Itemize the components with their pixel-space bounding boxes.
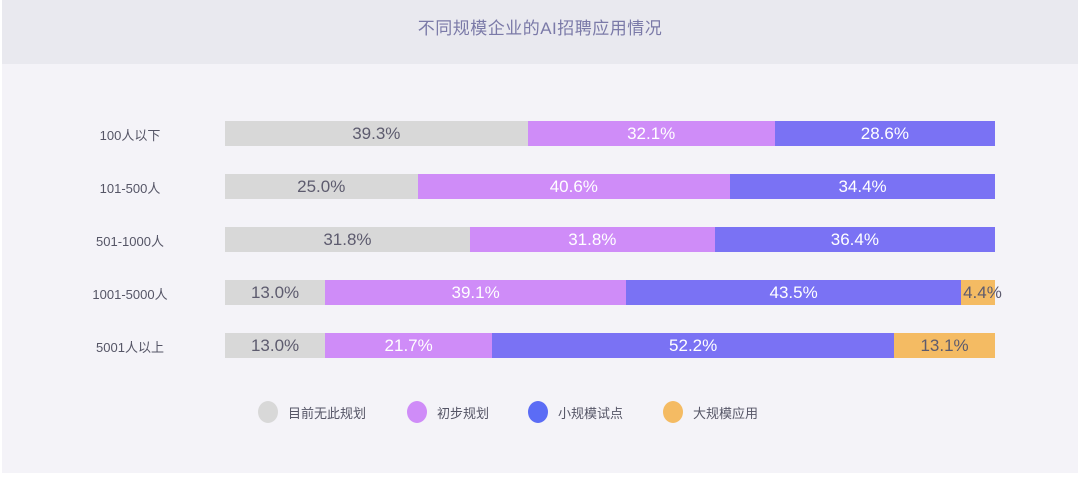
- segment-value-label: 21.7%: [384, 336, 433, 355]
- row-label: 1001-5000人: [92, 287, 168, 302]
- segment-value-label: 40.6%: [549, 177, 598, 196]
- legend-item-initial-plan[interactable]: 初步规划: [407, 400, 489, 424]
- segment-value-label: 43.5%: [769, 283, 818, 302]
- segment-value-label: 25.0%: [297, 177, 346, 196]
- segment-value-label: 31.8%: [323, 230, 372, 249]
- legend: 目前无此规划 初步规划 小规模试点 大规模应用: [0, 400, 1080, 424]
- segment-value-label: 36.4%: [830, 230, 879, 249]
- bar-segment[interactable]: 34.4%: [730, 174, 995, 199]
- bar-segment[interactable]: 43.5%: [626, 280, 962, 305]
- bar-segment[interactable]: 32.1%: [527, 121, 775, 146]
- stacked-bar: 31.8% 31.8% 36.4%: [225, 227, 995, 252]
- row-label: 101-500人: [99, 181, 161, 196]
- legend-item-large-scale[interactable]: 大规模应用: [663, 400, 758, 424]
- bar-segment[interactable]: 28.6%: [774, 121, 995, 146]
- bar-segment[interactable]: 25.0%: [225, 174, 418, 199]
- segment-value-label: 52.2%: [669, 336, 718, 355]
- segment-value-label: 13.1%: [920, 336, 969, 355]
- legend-item-small-pilot[interactable]: 小规模试点: [528, 400, 623, 424]
- legend-label: 目前无此规划: [288, 405, 367, 421]
- legend-label: 小规模试点: [558, 405, 624, 421]
- chart-header: 不同规模企业的AI招聘应用情况: [2, 0, 1078, 64]
- legend-dot-icon: [258, 401, 278, 423]
- segment-value-label: 28.6%: [860, 124, 909, 143]
- legend-item-no-plan[interactable]: 目前无此规划: [258, 400, 366, 424]
- bar-segment[interactable]: 21.7%: [325, 333, 493, 358]
- bar-segment[interactable]: 13.1%: [894, 333, 995, 358]
- stacked-bar: 13.0% 21.7% 52.2% 13.1%: [225, 333, 995, 358]
- bar-segment[interactable]: 39.1%: [325, 280, 627, 305]
- bar-segment[interactable]: 52.2%: [492, 333, 895, 358]
- legend-label: 初步规划: [437, 405, 490, 421]
- legend-dot-icon: [407, 401, 427, 423]
- bar-segment[interactable]: 36.4%: [714, 227, 995, 252]
- segment-value-label: 13.0%: [250, 336, 300, 355]
- segment-value-label: 13.0%: [250, 283, 300, 302]
- segment-value-label: 4.4%: [963, 283, 1002, 302]
- bar-segment[interactable]: 4.4%: [961, 280, 1002, 305]
- bar-segment[interactable]: 13.0%: [225, 280, 326, 305]
- stacked-bar: 25.0% 40.6% 34.4%: [225, 174, 995, 199]
- legend-dot-icon: [528, 401, 548, 423]
- segment-value-label: 34.4%: [838, 177, 887, 196]
- segment-value-label: 39.1%: [451, 283, 500, 302]
- chart-title: 不同规模企业的AI招聘应用情况: [417, 19, 663, 38]
- bar-segment[interactable]: 39.3%: [225, 121, 528, 146]
- bar-segment[interactable]: 13.0%: [225, 333, 326, 358]
- segment-value-label: 31.8%: [568, 230, 617, 249]
- row-label: 5001人以上: [96, 340, 164, 355]
- stacked-bar: 13.0% 39.1% 43.5% 4.4%: [225, 280, 1002, 305]
- bar-segment[interactable]: 31.8%: [225, 227, 470, 252]
- stacked-bar: 39.3% 32.1% 28.6%: [225, 121, 995, 146]
- legend-dot-icon: [663, 401, 683, 423]
- bar-segment[interactable]: 31.8%: [469, 227, 715, 252]
- row-label: 100人以下: [99, 128, 161, 143]
- legend-label: 大规模应用: [693, 405, 759, 421]
- segment-value-label: 39.3%: [352, 124, 401, 143]
- segment-value-label: 32.1%: [627, 124, 676, 143]
- row-label: 501-1000人: [96, 234, 164, 249]
- bar-segment[interactable]: 40.6%: [417, 174, 731, 199]
